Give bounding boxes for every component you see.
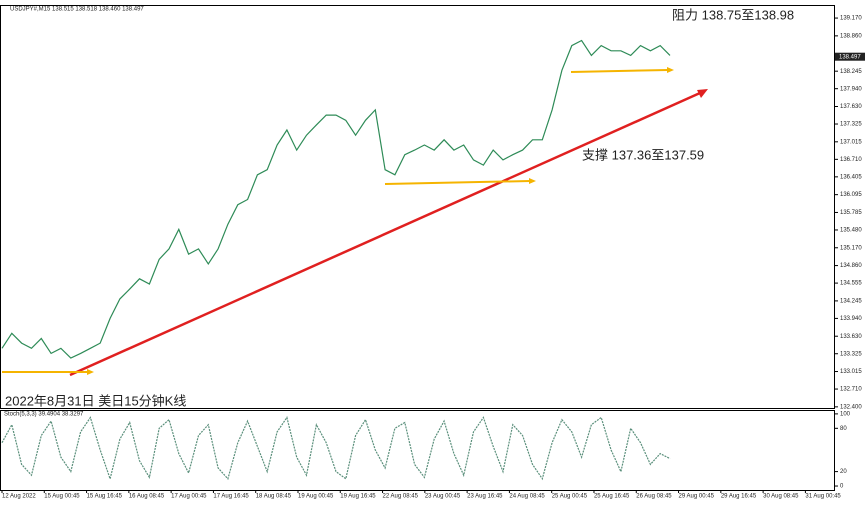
x-tick-label: 17 Aug 16:45 bbox=[213, 494, 249, 500]
y-tick-label: 133.325 bbox=[840, 351, 862, 357]
x-tick-label: 31 Aug 00:45 bbox=[805, 494, 841, 500]
stoch-tick-label: 0 bbox=[840, 484, 844, 490]
x-tick-label: 25 Aug 00:45 bbox=[552, 494, 588, 500]
y-tick-label: 138.860 bbox=[840, 33, 862, 39]
x-tick-label: 23 Aug 00:45 bbox=[425, 494, 461, 500]
y-tick-label: 138.245 bbox=[840, 69, 862, 75]
y-tick-label: 137.940 bbox=[840, 86, 862, 92]
x-tick-label: 15 Aug 16:45 bbox=[87, 494, 123, 500]
x-tick-label: 16 Aug 08:45 bbox=[129, 494, 165, 500]
y-tick-label: 134.245 bbox=[840, 298, 862, 304]
x-tick-label: 22 Aug 08:45 bbox=[383, 494, 419, 500]
y-tick-label: 137.015 bbox=[840, 139, 862, 145]
price-line bbox=[1, 39, 671, 359]
support-line bbox=[384, 180, 531, 185]
main-panel bbox=[0, 5, 835, 409]
y-tick-label: 137.630 bbox=[840, 104, 862, 110]
x-tick-label: 25 Aug 16:45 bbox=[594, 494, 630, 500]
arrow-head bbox=[667, 67, 674, 73]
stoch-tick-label: 20 bbox=[840, 469, 847, 475]
chart-title: USDJPY#,M15 138.515 138.518 138.460 138.… bbox=[10, 7, 144, 13]
annotation-lines bbox=[2, 67, 708, 377]
x-tick-label: 12 Aug 2022 bbox=[2, 494, 36, 500]
y-tick-label: 134.555 bbox=[840, 281, 862, 287]
y-tick-label: 137.325 bbox=[840, 122, 862, 128]
x-tick-label: 15 Aug 00:45 bbox=[44, 494, 80, 500]
x-tick-label: 19 Aug 16:45 bbox=[340, 494, 376, 500]
arrow-head bbox=[529, 178, 536, 184]
current-price-box bbox=[835, 52, 865, 61]
y-tick-label: 134.860 bbox=[840, 263, 862, 269]
stoch-panel bbox=[0, 410, 835, 491]
y-tick-label: 133.940 bbox=[840, 316, 862, 322]
arrow-head bbox=[697, 89, 708, 98]
x-tick-label: 17 Aug 00:45 bbox=[171, 494, 207, 500]
annotation: 阻力 138.75至138.98 bbox=[672, 7, 794, 22]
y-tick-label: 136.095 bbox=[840, 192, 862, 198]
stoch-title: Stoch(5,3,3) 39.4904 38.3297 bbox=[4, 412, 84, 418]
current-price-label: 138.497 bbox=[839, 54, 861, 60]
x-tick-label: 29 Aug 16:45 bbox=[721, 494, 757, 500]
x-tick-label: 29 Aug 00:45 bbox=[679, 494, 715, 500]
stoch-tick-label: 100 bbox=[840, 411, 851, 417]
stoch-tick-label: 80 bbox=[840, 426, 847, 432]
y-tick-label: 132.710 bbox=[840, 387, 862, 393]
y-tick-label: 136.405 bbox=[840, 174, 862, 180]
annotation: 支撑 137.36至137.59 bbox=[582, 147, 704, 162]
y-tick-label: 135.480 bbox=[840, 228, 862, 234]
arrow-head bbox=[87, 369, 94, 375]
y-tick-label: 135.785 bbox=[840, 210, 862, 216]
x-tick-label: 30 Aug 08:45 bbox=[763, 494, 799, 500]
y-tick-label: 132.400 bbox=[840, 404, 862, 410]
x-tick-label: 18 Aug 08:45 bbox=[256, 494, 292, 500]
y-tick-label: 133.630 bbox=[840, 334, 862, 340]
y-tick-label: 139.170 bbox=[840, 16, 862, 22]
y-tick-label: 136.710 bbox=[840, 157, 862, 163]
x-tick-label: 19 Aug 00:45 bbox=[298, 494, 334, 500]
annotation: 2022年8月31日 美日15分钟K线 bbox=[5, 393, 186, 408]
trend-line bbox=[69, 91, 701, 377]
y-tick-label: 135.170 bbox=[840, 245, 862, 251]
stoch-line bbox=[1, 416, 671, 481]
y-tick-label: 133.015 bbox=[840, 369, 862, 375]
x-tick-label: 26 Aug 08:45 bbox=[636, 494, 672, 500]
x-tick-label: 23 Aug 16:45 bbox=[467, 494, 503, 500]
x-tick-label: 24 Aug 08:45 bbox=[509, 494, 545, 500]
resistance-line bbox=[570, 69, 669, 73]
